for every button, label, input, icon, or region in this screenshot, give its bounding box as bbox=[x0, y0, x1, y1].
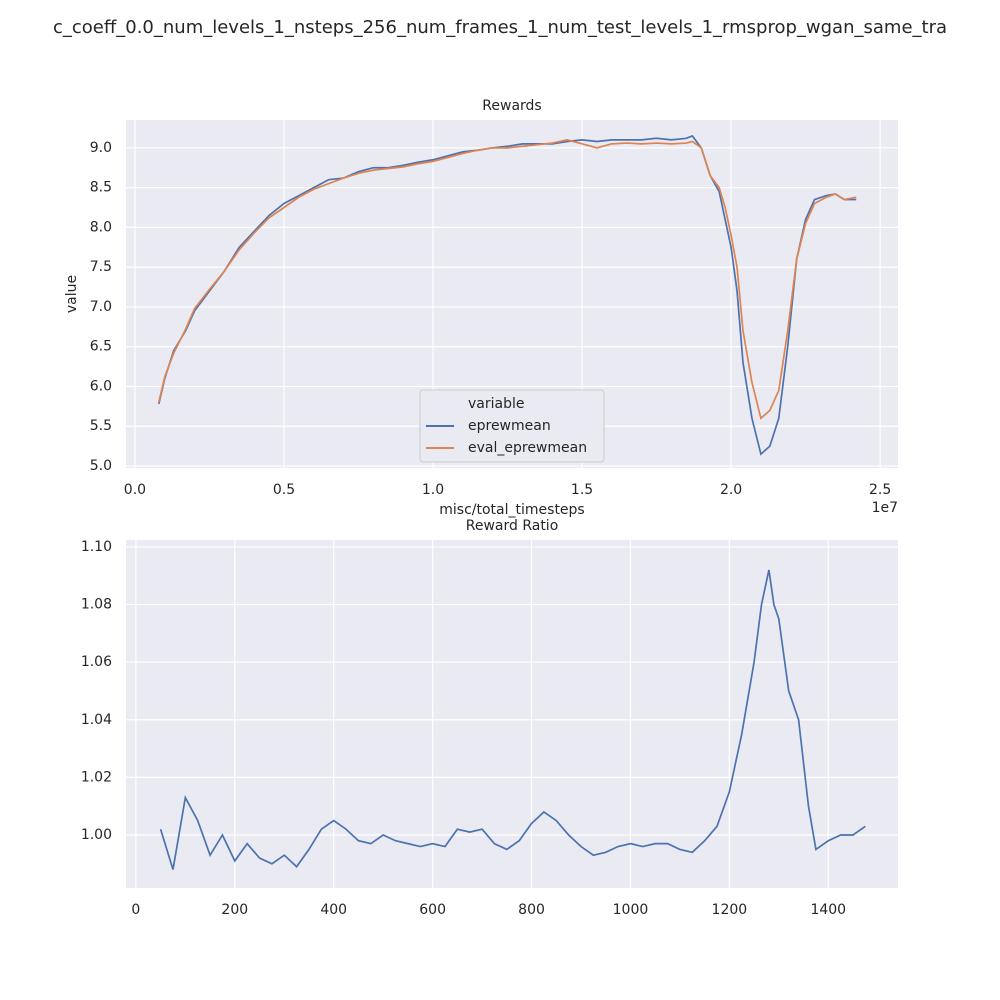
legend-label: eprewmean bbox=[468, 418, 551, 434]
legend: variable eprewmean eval_eprewmean bbox=[419, 389, 605, 463]
x-tick-label: 600 bbox=[419, 902, 446, 918]
y-tick-label: 1.06 bbox=[81, 654, 112, 670]
line-series bbox=[159, 569, 866, 870]
line-series bbox=[157, 134, 857, 456]
x-tick-label: 2.5 bbox=[869, 482, 891, 498]
y-tick-label: 7.5 bbox=[90, 259, 112, 275]
y-tick-label: 1.00 bbox=[81, 827, 112, 843]
x-tick-label: 1.0 bbox=[422, 482, 444, 498]
x-tick-label: 1200 bbox=[712, 902, 748, 918]
legend-label: eval_eprewmean bbox=[468, 440, 587, 456]
y-axis-label: value bbox=[64, 275, 80, 313]
y-tick-label: 1.02 bbox=[81, 769, 112, 785]
y-tick-label: 6.0 bbox=[90, 378, 112, 394]
x-tick-label: 1400 bbox=[810, 902, 846, 918]
x-tick-label: 1.5 bbox=[571, 482, 593, 498]
y-tick-label: 5.0 bbox=[90, 458, 112, 474]
chart-title: Rewards bbox=[482, 98, 541, 114]
legend-title: variable bbox=[468, 396, 524, 412]
y-tick-label: 8.0 bbox=[90, 219, 112, 235]
y-tick-label: 7.0 bbox=[90, 299, 112, 315]
x-tick-label: 400 bbox=[320, 902, 347, 918]
x-axis-label: misc/total_timesteps bbox=[439, 502, 584, 518]
x-tick-label: 0.0 bbox=[124, 482, 146, 498]
y-tick-label: 9.0 bbox=[90, 140, 112, 156]
y-tick-label: 5.5 bbox=[90, 418, 112, 434]
x-tick-label: 0.5 bbox=[273, 482, 295, 498]
x-offset-label: 1e7 bbox=[872, 500, 898, 516]
y-tick-label: 6.5 bbox=[90, 339, 112, 355]
x-tick-label: 2.0 bbox=[720, 482, 742, 498]
x-tick-label: 200 bbox=[221, 902, 248, 918]
x-tick-label: 1000 bbox=[613, 902, 649, 918]
y-tick-label: 1.08 bbox=[81, 597, 112, 613]
figure-title: c_coeff_0.0_num_levels_1_nsteps_256_num_… bbox=[53, 17, 947, 38]
x-tick-label: 0 bbox=[131, 902, 140, 918]
x-tick-label: 800 bbox=[518, 902, 545, 918]
line-series bbox=[157, 139, 857, 420]
legend-box bbox=[419, 389, 605, 463]
y-tick-label: 8.5 bbox=[90, 180, 112, 196]
y-tick-label: 1.10 bbox=[81, 539, 112, 555]
y-tick-label: 1.04 bbox=[81, 712, 112, 728]
plot-area bbox=[126, 540, 898, 888]
chart-title: Reward Ratio bbox=[466, 518, 559, 534]
